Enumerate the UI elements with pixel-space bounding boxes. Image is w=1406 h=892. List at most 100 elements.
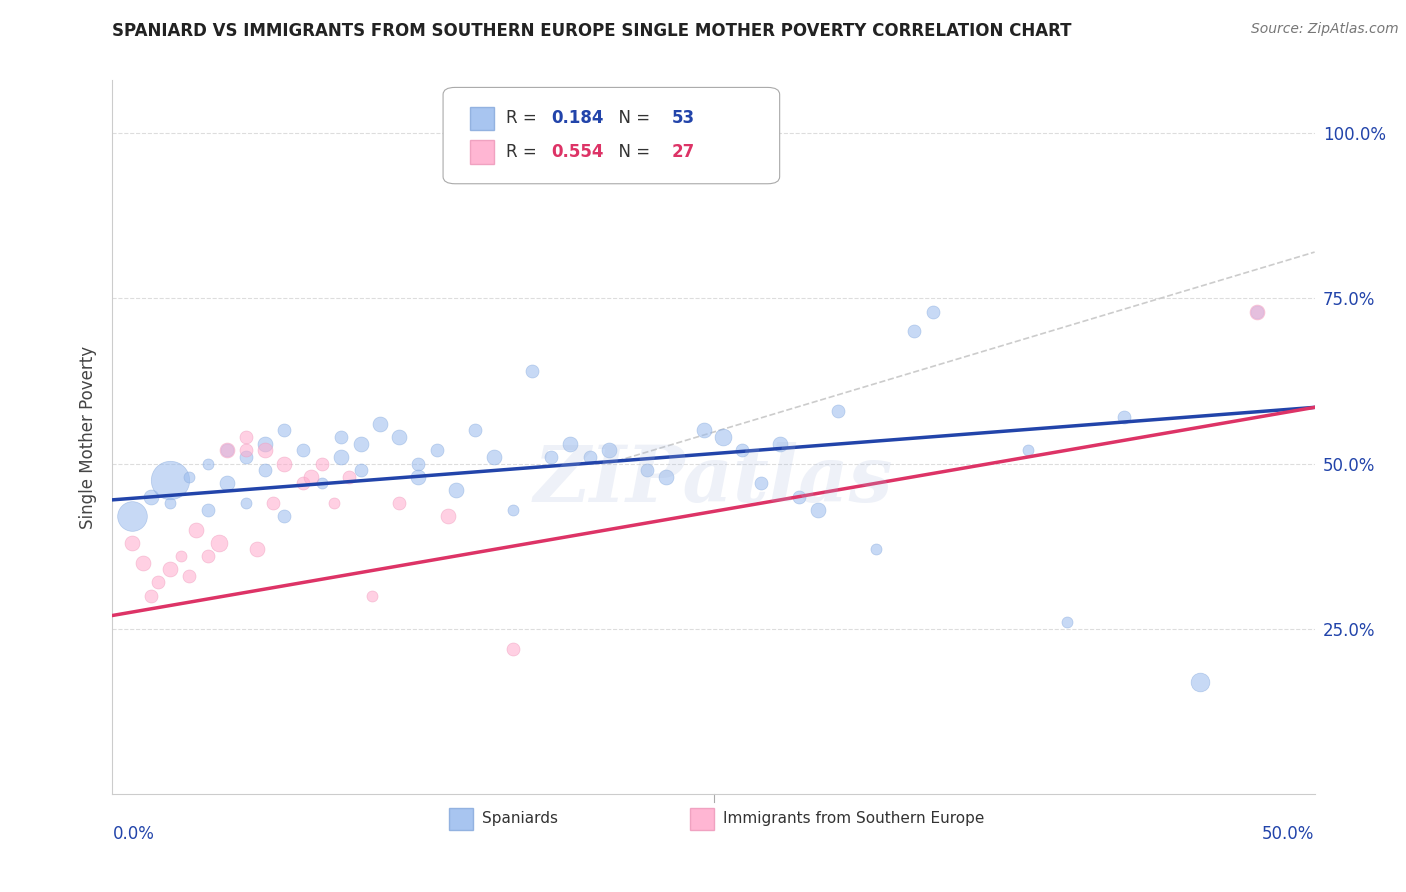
Point xyxy=(132,556,155,570)
Point xyxy=(693,424,716,438)
Point xyxy=(235,443,257,458)
Point xyxy=(502,641,524,656)
Text: 27: 27 xyxy=(672,144,695,161)
Point xyxy=(1246,304,1268,318)
Point xyxy=(235,450,257,464)
Point xyxy=(444,483,467,497)
Point xyxy=(235,430,257,444)
Point xyxy=(1246,304,1268,318)
FancyBboxPatch shape xyxy=(470,140,494,164)
Point xyxy=(540,450,562,464)
FancyBboxPatch shape xyxy=(689,808,713,830)
Point xyxy=(159,496,181,510)
Point xyxy=(1056,615,1078,629)
Y-axis label: Single Mother Poverty: Single Mother Poverty xyxy=(79,345,97,529)
Point xyxy=(273,424,295,438)
Text: SPANIARD VS IMMIGRANTS FROM SOUTHERN EUROPE SINGLE MOTHER POVERTY CORRELATION CH: SPANIARD VS IMMIGRANTS FROM SOUTHERN EUR… xyxy=(112,22,1071,40)
Point xyxy=(148,575,170,590)
Point xyxy=(170,549,193,563)
Point xyxy=(215,476,238,491)
Point xyxy=(215,443,238,458)
Text: R =: R = xyxy=(506,109,541,127)
Point xyxy=(349,463,371,477)
Point xyxy=(807,502,830,516)
Text: Source: ZipAtlas.com: Source: ZipAtlas.com xyxy=(1251,22,1399,37)
Point xyxy=(186,523,208,537)
Text: 0.554: 0.554 xyxy=(551,144,603,161)
Point xyxy=(636,463,658,477)
Text: Immigrants from Southern Europe: Immigrants from Southern Europe xyxy=(723,812,984,826)
Point xyxy=(482,450,505,464)
Point xyxy=(254,463,277,477)
Point xyxy=(426,443,449,458)
Text: Spaniards: Spaniards xyxy=(481,812,558,826)
Point xyxy=(121,536,143,550)
Point xyxy=(865,542,887,557)
Point xyxy=(273,457,295,471)
Point xyxy=(215,443,238,458)
Point xyxy=(731,443,754,458)
Text: 0.184: 0.184 xyxy=(551,109,603,127)
Point xyxy=(464,424,486,438)
Point xyxy=(197,549,219,563)
Point xyxy=(406,469,429,483)
FancyBboxPatch shape xyxy=(449,808,472,830)
Point xyxy=(361,589,384,603)
Text: N =: N = xyxy=(607,144,655,161)
Point xyxy=(262,496,284,510)
Point xyxy=(121,509,143,524)
FancyBboxPatch shape xyxy=(470,107,494,130)
Point xyxy=(711,430,734,444)
Point xyxy=(311,476,333,491)
Point xyxy=(502,502,524,516)
Point xyxy=(388,430,411,444)
Text: R =: R = xyxy=(506,144,541,161)
Point xyxy=(330,430,353,444)
Point xyxy=(322,496,344,510)
Point xyxy=(827,403,849,417)
Point xyxy=(769,436,792,450)
Point xyxy=(292,443,315,458)
Point xyxy=(749,476,772,491)
Point xyxy=(437,509,460,524)
Point xyxy=(292,476,315,491)
Point xyxy=(139,490,162,504)
Point xyxy=(1189,674,1212,689)
Point xyxy=(368,417,391,431)
Point xyxy=(235,496,257,510)
Point xyxy=(578,450,600,464)
Point xyxy=(337,469,360,483)
Point xyxy=(922,304,945,318)
Point xyxy=(903,324,925,338)
Text: N =: N = xyxy=(607,109,655,127)
FancyBboxPatch shape xyxy=(443,87,780,184)
Point xyxy=(789,490,811,504)
Point xyxy=(139,589,162,603)
Point xyxy=(159,562,181,576)
Point xyxy=(177,569,200,583)
Point xyxy=(311,457,333,471)
Point xyxy=(330,450,353,464)
Point xyxy=(388,496,411,510)
Point xyxy=(254,436,277,450)
Point xyxy=(246,542,269,557)
Point xyxy=(208,536,231,550)
Text: ZIPatlas: ZIPatlas xyxy=(534,442,893,518)
Point xyxy=(522,364,544,378)
Point xyxy=(254,443,277,458)
Point xyxy=(560,436,582,450)
Point xyxy=(349,436,371,450)
Text: 50.0%: 50.0% xyxy=(1263,825,1315,843)
Point xyxy=(1017,443,1039,458)
Point xyxy=(406,457,429,471)
Point xyxy=(273,509,295,524)
Point xyxy=(177,469,200,483)
Point xyxy=(197,457,219,471)
Text: 53: 53 xyxy=(672,109,695,127)
Point xyxy=(655,469,678,483)
Point xyxy=(159,473,181,487)
Text: 0.0%: 0.0% xyxy=(112,825,155,843)
Point xyxy=(299,469,322,483)
Point xyxy=(1112,410,1135,425)
Point xyxy=(598,443,620,458)
